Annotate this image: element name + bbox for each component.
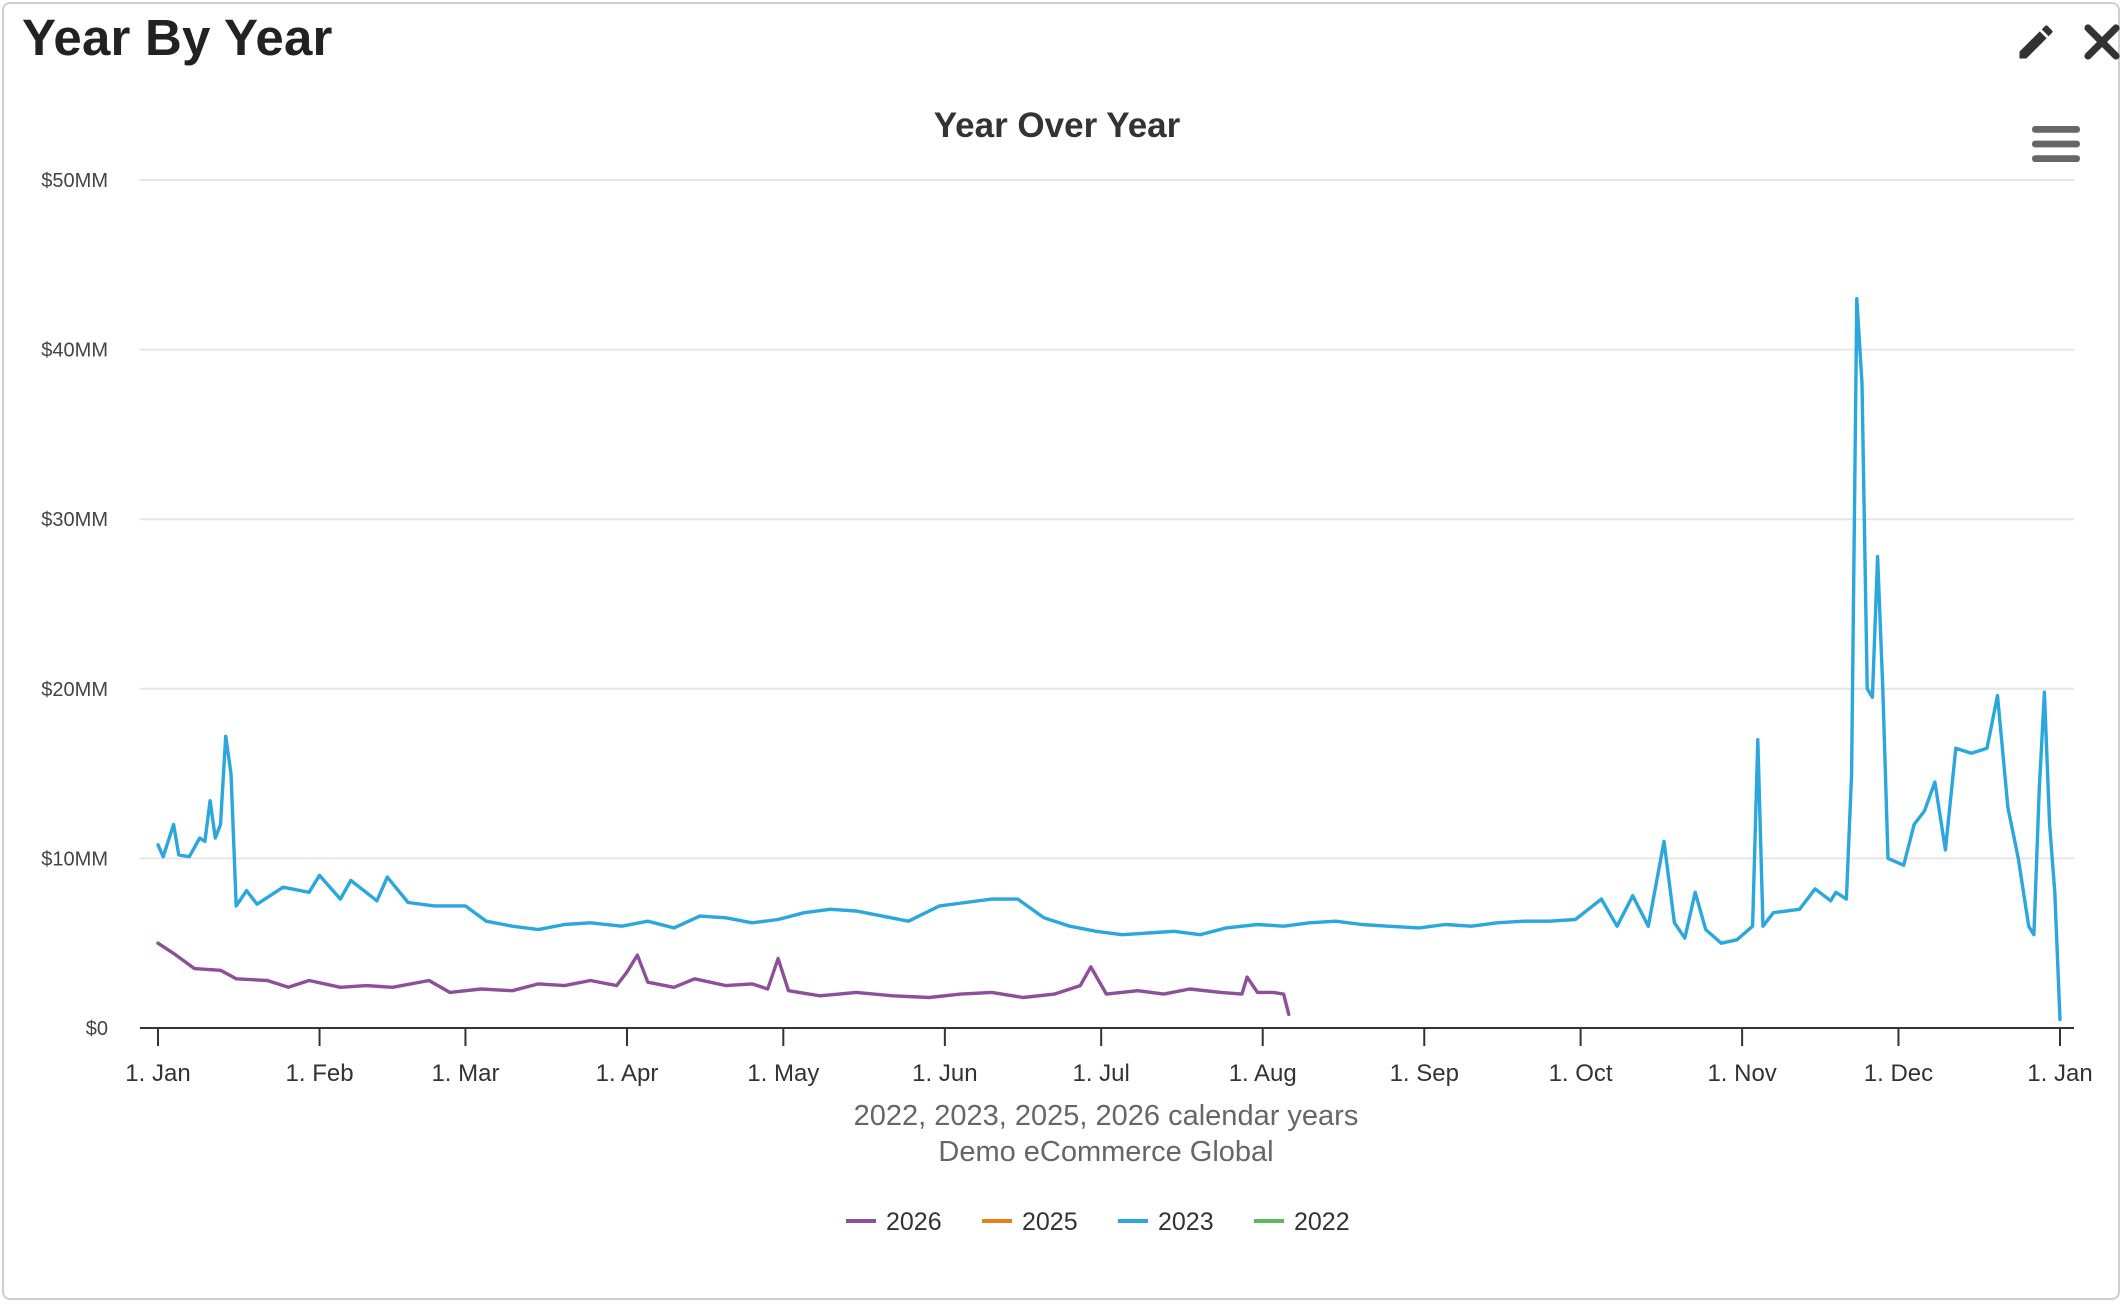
- x-tick-label: 1. Nov: [1707, 1060, 1776, 1087]
- x-tick-label: 1. Jul: [1072, 1060, 1129, 1087]
- x-tick-label: 1. Dec: [1864, 1060, 1933, 1087]
- chart-subtitle: 2022, 2023, 2025, 2026 calendar years: [854, 1100, 1359, 1132]
- x-tick-label: 1. Oct: [1549, 1060, 1613, 1087]
- close-icon[interactable]: [2078, 18, 2126, 66]
- hamburger-menu-icon[interactable]: [2028, 122, 2084, 166]
- legend-item-2022[interactable]: 2022: [1294, 1208, 1350, 1236]
- x-tick-label: 1. May: [747, 1060, 819, 1087]
- y-tick-label: $50MM: [41, 170, 108, 192]
- chart-title: Year Over Year: [934, 106, 1181, 145]
- y-tick-label: $0: [86, 1018, 108, 1040]
- chart-caption: Demo eCommerce Global: [938, 1136, 1273, 1168]
- x-tick-label: 1. Jun: [912, 1060, 977, 1087]
- x-tick-label: 1. Jan: [2027, 1060, 2092, 1087]
- y-tick-label: $20MM: [41, 679, 108, 701]
- x-tick-label: 1. Aug: [1229, 1060, 1297, 1087]
- x-tick-label: 1. Sep: [1390, 1060, 1459, 1087]
- legend-item-2025[interactable]: 2025: [1022, 1208, 1078, 1236]
- y-tick-label: $30MM: [41, 509, 108, 531]
- legend-item-2023[interactable]: 2023: [1158, 1208, 1214, 1236]
- series-line-2023[interactable]: [156, 297, 2062, 1022]
- series-line-2026[interactable]: [156, 941, 1291, 1017]
- y-tick-label: $40MM: [41, 340, 108, 362]
- x-tick-label: 1. Apr: [596, 1060, 659, 1087]
- pencil-icon[interactable]: [2014, 20, 2058, 64]
- x-tick-label: 1. Jan: [125, 1060, 190, 1087]
- series-lines: [156, 297, 2062, 1022]
- panel-title: Year By Year: [22, 9, 333, 66]
- legend: 2026 2025 2023 2022: [846, 1208, 1350, 1236]
- x-tick-label: 1. Feb: [286, 1060, 354, 1087]
- y-tick-label: $10MM: [41, 848, 108, 870]
- x-tick-label: 1. Mar: [431, 1060, 499, 1087]
- x-axis: 1. Jan 1. Feb 1. Mar 1. Apr 1. May 1. Jun 1. J…: [125, 1027, 2093, 1087]
- legend-item-2026[interactable]: 2026: [886, 1208, 942, 1236]
- y-axis-labels: $0 $10MM $20MM $30MM $40MM $50MM: [41, 170, 108, 1040]
- y-gridlines: [140, 179, 2074, 860]
